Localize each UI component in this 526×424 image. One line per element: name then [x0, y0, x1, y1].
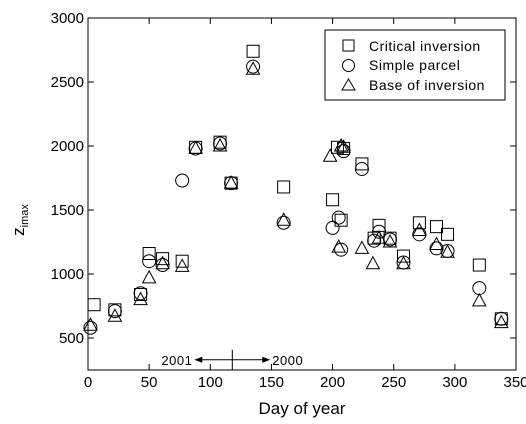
- simple-parcel-point: [133, 286, 148, 301]
- critical-inversion-point: [355, 157, 369, 171]
- x-tick-label: 350: [503, 374, 526, 391]
- x-tick-label: 300: [442, 374, 467, 391]
- y-axis-title-main: z: [9, 227, 28, 236]
- y-tick-label: 2500: [51, 74, 84, 91]
- legend-label-critical-inversion: Critical inversion: [369, 38, 481, 54]
- legend-circle-marker: [342, 59, 355, 72]
- base-of-inversion-point: [382, 233, 398, 248]
- annotation-2000: 2000: [272, 353, 303, 368]
- simple-parcel-point: [213, 136, 228, 151]
- arrow-left-icon: [194, 356, 203, 363]
- base-of-inversion-point: [155, 255, 170, 270]
- legend-label-base-of-inversion: Base of inversion: [369, 77, 485, 93]
- base-of-inversion-point: [493, 314, 509, 329]
- base-of-inversion-point: [133, 291, 148, 306]
- base-of-inversion-point: [471, 292, 487, 307]
- critical-inversion-point: [412, 216, 426, 230]
- x-axis-title: Day of year: [259, 399, 346, 418]
- legend-box: [324, 29, 506, 101]
- base-of-inversion-point: [365, 255, 381, 270]
- simple-parcel-point: [175, 173, 190, 188]
- base-of-inversion-point: [429, 236, 444, 251]
- axis-ticks: [87, 17, 517, 370]
- critical-inversion-point: [396, 249, 410, 263]
- simple-parcel-point: [246, 59, 261, 74]
- legend-square-marker: [342, 39, 355, 52]
- y-tick-label: 1500: [51, 202, 84, 219]
- critical-inversion-point: [326, 193, 340, 207]
- base-of-inversion-point: [174, 258, 190, 272]
- simple-parcel-point: [325, 220, 340, 235]
- base-of-inversion-point: [371, 230, 387, 244]
- x-tick-label: 100: [198, 374, 223, 391]
- season-annotation: 2001 2000: [161, 349, 303, 370]
- y-tick-label: 3000: [51, 10, 84, 27]
- simple-parcel-point: [412, 227, 427, 242]
- simple-parcel-point: [354, 162, 369, 177]
- base-of-inversion-point: [333, 137, 349, 152]
- base-of-inversion-point: [245, 61, 261, 75]
- base-of-inversion-point: [276, 212, 291, 226]
- base-of-inversion-point: [322, 148, 338, 162]
- y-tick-label: 1000: [51, 266, 84, 283]
- y-tick-labels: 500 1000 1500 2000 2500 3000: [51, 10, 84, 347]
- simple-parcel-point: [334, 242, 349, 257]
- legend-triangle-marker: [341, 78, 356, 91]
- base-of-inversion-point: [331, 239, 347, 253]
- y-tick-label: 2000: [51, 138, 84, 155]
- critical-inversion-point: [175, 254, 189, 268]
- x-tick-label: 200: [320, 374, 345, 391]
- simple-parcel-point: [155, 258, 170, 273]
- base-of-inversion-point: [212, 137, 228, 152]
- critical-inversion-point: [430, 220, 444, 234]
- base-of-inversion-point: [440, 244, 455, 258]
- x-tick-label: 0: [84, 374, 92, 391]
- base-of-inversion-point: [141, 269, 157, 284]
- base-of-inversion-point: [336, 139, 351, 153]
- x-tick-label: 150: [259, 374, 284, 391]
- simple-parcel-point: [367, 233, 382, 248]
- critical-inversion-point: [142, 247, 156, 261]
- base-of-inversion-point: [107, 308, 123, 322]
- base-of-inversion-point: [223, 175, 239, 189]
- critical-inversion-point: [156, 252, 170, 266]
- simple-parcel-point: [83, 320, 98, 335]
- simple-parcel-point: [142, 254, 157, 269]
- base-of-inversion-point: [396, 255, 411, 270]
- base-of-inversion-point: [83, 317, 98, 331]
- x-tick-label: 250: [381, 374, 406, 391]
- simple-parcel-point: [372, 224, 387, 239]
- simple-parcel-point: [494, 311, 509, 326]
- annotation-2001: 2001: [161, 353, 192, 368]
- y-axis-title: zimax: [9, 204, 31, 236]
- arrow-right-icon: [262, 356, 271, 363]
- x-tick-label: 50: [141, 374, 158, 391]
- legend-label-simple-parcel: Simple parcel: [369, 57, 460, 73]
- critical-inversion-point: [277, 180, 291, 194]
- simple-parcel-point: [429, 241, 444, 256]
- simple-parcel-point: [331, 210, 346, 225]
- y-tick-label: 500: [59, 330, 84, 347]
- x-tick-labels: 0 50 100 150 200 250 300 350: [84, 374, 526, 391]
- simple-parcel-point: [276, 215, 291, 230]
- critical-inversion-point: [87, 298, 101, 312]
- critical-inversion-point: [334, 213, 348, 227]
- simple-parcel-point: [107, 304, 122, 319]
- critical-inversion-point: [472, 258, 486, 272]
- base-of-inversion-point: [412, 222, 427, 236]
- base-of-inversion-point: [188, 140, 203, 155]
- critical-inversion-point: [246, 44, 260, 58]
- legend: Critical inversion Simple parcel Base of…: [324, 29, 506, 101]
- data-points: [83, 44, 509, 335]
- base-of-inversion-point: [354, 240, 370, 254]
- critical-inversion-point: [441, 227, 455, 241]
- y-axis-title-sub: imax: [19, 204, 31, 228]
